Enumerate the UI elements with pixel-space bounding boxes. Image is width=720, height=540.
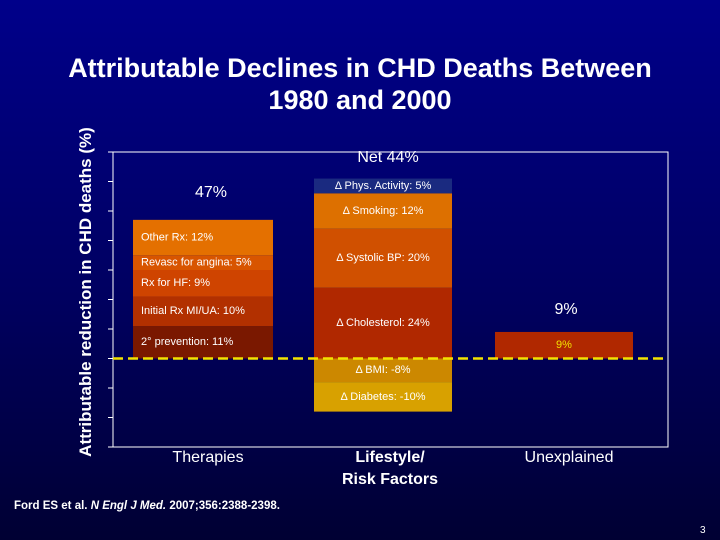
bar-segment <box>495 331 633 359</box>
citation-details: 2007;356:2388-2398. <box>169 500 280 512</box>
segment-label: Rx for HF: 9% <box>141 277 210 289</box>
segment-label: Δ Phys. Activity: 5% <box>335 180 432 192</box>
category-label: Unexplained <box>525 449 614 466</box>
bar-segment <box>314 178 452 194</box>
segment-label: Δ Cholesterol: 24% <box>336 317 430 329</box>
bar-segment <box>314 193 452 229</box>
segment-label: Initial Rx MI/UA: 10% <box>141 305 245 317</box>
bar-segment <box>133 255 273 270</box>
title-line-1: Attributable Declines in CHD Deaths Betw… <box>68 53 652 83</box>
category-label: Therapies <box>172 449 243 466</box>
total-label: 47% <box>195 184 227 201</box>
segment-label: 2° prevention: 11% <box>141 336 233 348</box>
bar-segment <box>133 326 273 359</box>
segment-label: Δ BMI: -8% <box>355 364 410 376</box>
citation-authors: Ford ES et al. <box>14 500 88 512</box>
segment-label: Δ Diabetes: -10% <box>340 391 425 403</box>
segment-label: Δ Smoking: 12% <box>343 205 424 217</box>
bar-segment <box>133 296 273 327</box>
bar-segment <box>314 358 452 383</box>
citation: Ford ES et al. N Engl J Med. 2007;356:23… <box>14 500 280 512</box>
segment-label: 9% <box>556 339 572 351</box>
title-line-2: 1980 and 2000 <box>268 85 452 115</box>
citation-journal: N Engl J Med. <box>90 500 167 512</box>
bar-segment <box>314 287 452 359</box>
page-number: 3 <box>700 525 706 536</box>
bar-segment <box>133 219 273 256</box>
total-label: 9% <box>554 301 577 318</box>
total-label: Net 44% <box>357 149 418 166</box>
category-label: Lifestyle/ <box>355 449 425 466</box>
segment-label: Δ Systolic BP: 20% <box>336 252 430 264</box>
bar-segment <box>133 270 273 297</box>
segment-label: Other Rx: 12% <box>141 231 213 243</box>
bar-segment <box>314 228 452 288</box>
segment-label: Revasc for angina: 5% <box>141 257 252 269</box>
category-label: Risk Factors <box>342 471 438 488</box>
chart-title: Attributable Declines in CHD Deaths Betw… <box>40 52 680 116</box>
bar-segment <box>314 382 452 412</box>
